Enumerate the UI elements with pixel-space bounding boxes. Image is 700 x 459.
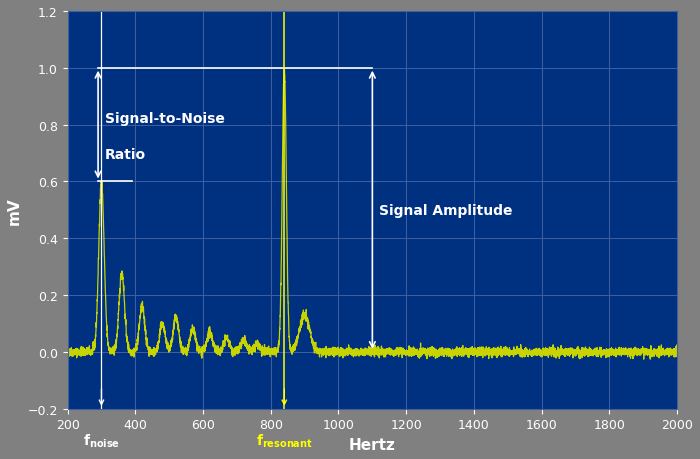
Y-axis label: mV: mV xyxy=(7,196,22,224)
Text: Ratio: Ratio xyxy=(105,148,146,162)
Text: f$_\mathregular{noise}$: f$_\mathregular{noise}$ xyxy=(83,431,120,449)
X-axis label: Hertz: Hertz xyxy=(349,437,396,452)
Text: Signal-to-Noise: Signal-to-Noise xyxy=(105,112,225,125)
Text: Signal Amplitude: Signal Amplitude xyxy=(379,203,512,218)
Text: f$_\mathregular{resonant}$: f$_\mathregular{resonant}$ xyxy=(256,431,313,449)
